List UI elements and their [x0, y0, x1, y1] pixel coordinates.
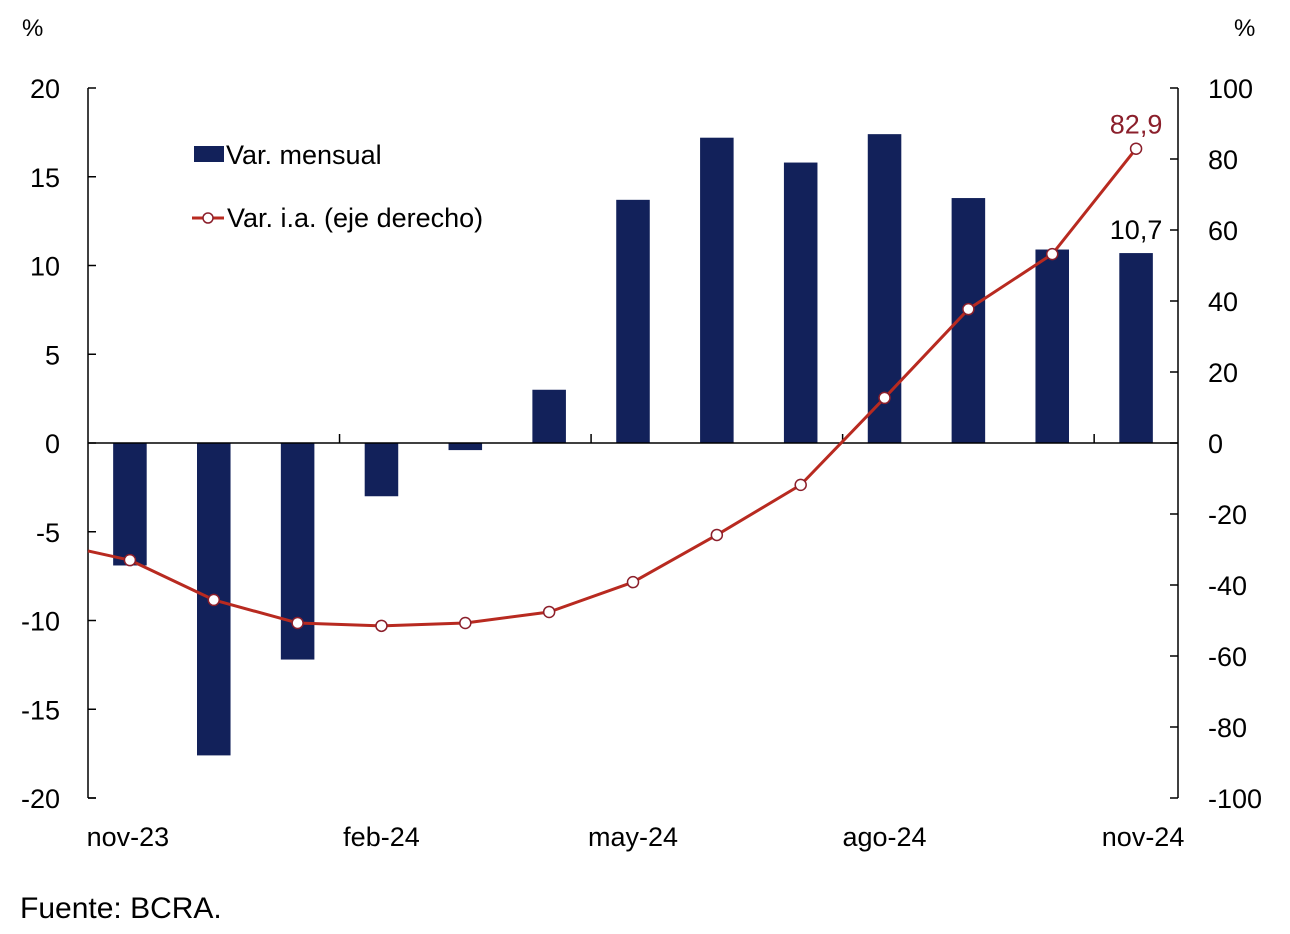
x-tick-label: nov-23 — [87, 822, 170, 852]
left-axis-unit-label: % — [22, 15, 43, 42]
bar-abr-24 — [532, 389, 566, 443]
left-tick-label: -20 — [21, 784, 60, 814]
annotation-var-mensual-last: 10,7 — [1110, 215, 1163, 245]
left-tick-label: 20 — [30, 74, 60, 104]
bar-jul-24 — [783, 162, 818, 444]
bar-nov-23 — [113, 443, 147, 566]
legend: Var. mensual Var. i.a. (eje derecho) — [192, 140, 483, 233]
left-tick-label: -5 — [36, 518, 60, 548]
right-tick-label: -40 — [1208, 571, 1247, 601]
labels-group: % % Fuente: BCRA. — [20, 15, 1255, 925]
bar-feb-24 — [364, 443, 399, 497]
left-tick-label: -10 — [21, 607, 60, 637]
bars-group — [113, 134, 1153, 756]
left-tick-label: -15 — [21, 695, 60, 725]
marker-sep-24 — [962, 302, 975, 316]
x-tick-label: nov-24 — [1102, 822, 1185, 852]
x-tick-label: may-24 — [588, 822, 678, 852]
right-tick-label: 100 — [1208, 74, 1253, 104]
marker-mar-24 — [459, 616, 472, 630]
right-tick-label: 80 — [1208, 145, 1238, 175]
left-tick-label: 0 — [45, 429, 60, 459]
bar-jun-24 — [700, 137, 734, 443]
line-var-ia — [87, 147, 1138, 628]
annotation-var-ia-last: 82,9 — [1110, 110, 1163, 140]
right-tick-label: 40 — [1208, 287, 1238, 317]
right-tick-label: -60 — [1208, 642, 1247, 672]
bar-ago-24 — [867, 134, 902, 443]
marker-jun-24 — [710, 528, 724, 542]
marker-nov-24 — [1129, 142, 1143, 155]
marker-dic-23 — [207, 593, 221, 607]
right-tick-label: -100 — [1208, 784, 1262, 814]
x-tick-label: feb-24 — [343, 822, 420, 852]
marker-ago-24 — [878, 391, 891, 405]
right-tick-label: 0 — [1208, 429, 1223, 459]
marker-may-24 — [626, 575, 640, 589]
legend-label-var-ia: Var. i.a. (eje derecho) — [227, 203, 483, 233]
bar-nov-24 — [1119, 253, 1153, 443]
x-tick-label: ago-24 — [842, 822, 926, 852]
line-series-group: 82,9 10,7 — [87, 110, 1163, 633]
axes-group: 20 15 10 5 0 -5 -10 -15 -20 100 80 60 40 20 0 -20 -40 -60… — [21, 74, 1262, 852]
right-axis-unit-label: % — [1234, 15, 1255, 42]
marker-feb-24 — [375, 619, 388, 633]
left-tick-label: 15 — [30, 163, 60, 193]
marker-abr-24 — [542, 605, 556, 619]
right-tick-label: 60 — [1208, 216, 1238, 246]
source-note: Fuente: BCRA. — [20, 892, 222, 925]
bar-may-24 — [616, 199, 650, 443]
right-tick-label: -80 — [1208, 713, 1247, 743]
right-tick-label: 20 — [1208, 358, 1238, 388]
marker-ene-24 — [291, 616, 304, 630]
right-tick-label: -20 — [1208, 500, 1247, 530]
left-tick-label: 5 — [45, 340, 60, 370]
left-tick-label: 10 — [30, 252, 60, 282]
legend-label-var-mensual: Var. mensual — [226, 140, 382, 170]
marker-nov-23 — [123, 553, 137, 567]
bar-mar-24 — [448, 443, 483, 451]
legend-swatch-var-mensual — [194, 146, 224, 162]
marker-oct-24 — [1045, 247, 1059, 261]
legend-swatch-var-ia-marker — [202, 212, 214, 224]
bar-oct-24 — [1035, 249, 1069, 443]
marker-jul-24 — [794, 478, 807, 492]
